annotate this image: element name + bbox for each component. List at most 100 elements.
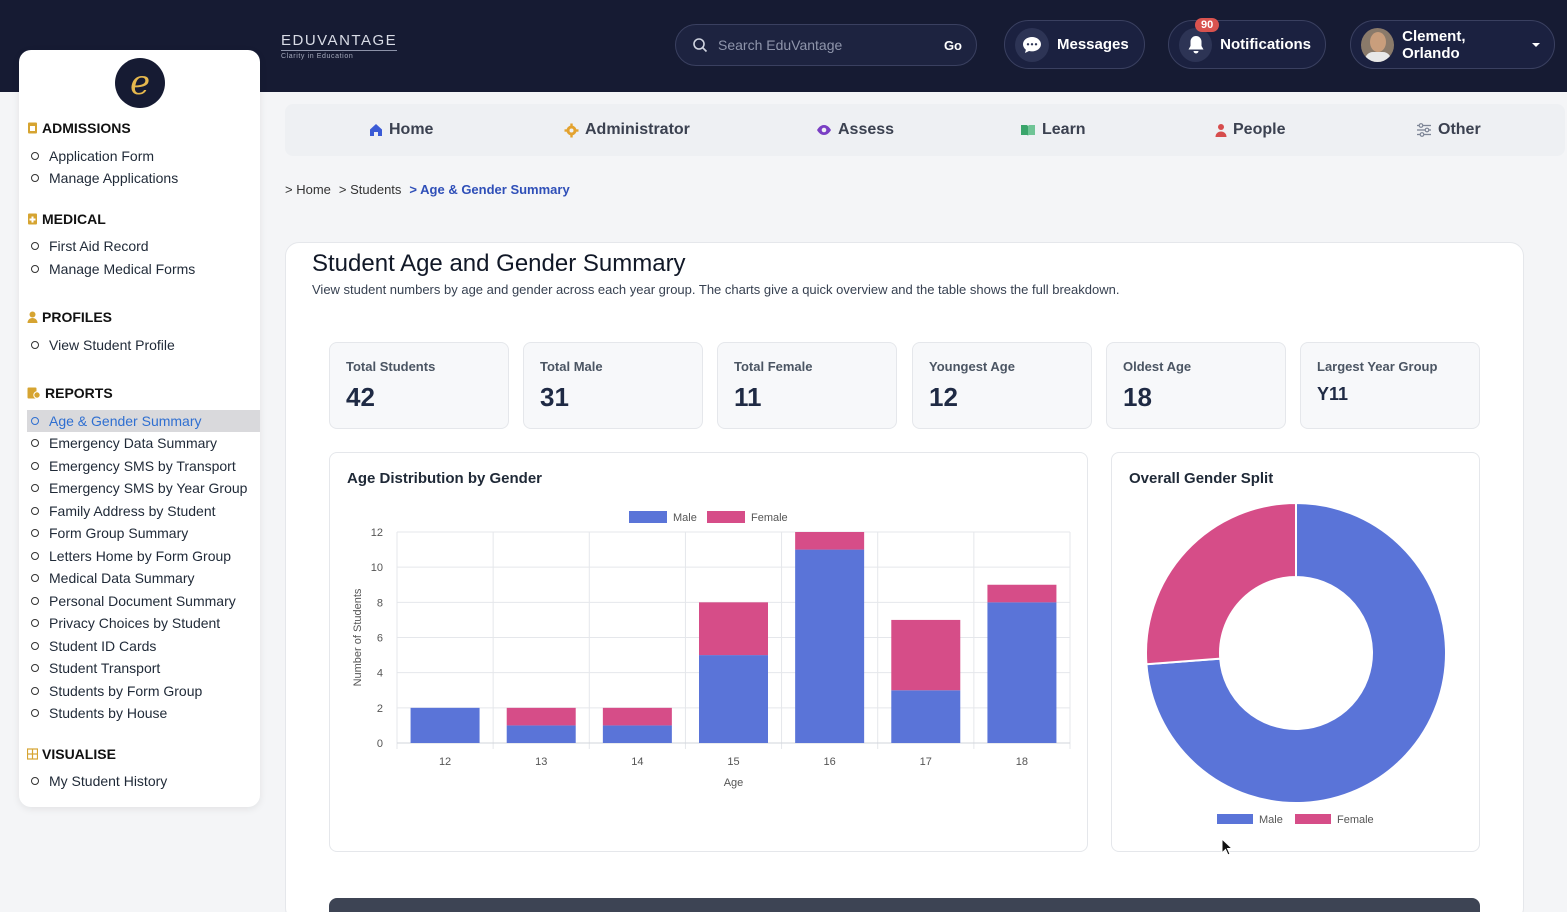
home-icon xyxy=(369,123,383,137)
summary-card: Student Age and Gender Summary View stud… xyxy=(285,242,1524,912)
search-input[interactable] xyxy=(718,37,944,53)
messages-label: Messages xyxy=(1057,36,1129,53)
bar-female-18 xyxy=(987,584,1057,603)
brand-tagline: Clarity in Education xyxy=(281,53,354,60)
stat-youngest-age: Youngest Age 12 xyxy=(912,342,1092,429)
bar-male-17 xyxy=(891,690,961,743)
tab-people[interactable]: People xyxy=(1215,104,1285,156)
sidebar-item-manage-medical-forms[interactable]: Manage Medical Forms xyxy=(27,258,260,280)
gender-split-panel: Overall Gender Split Male Female xyxy=(1111,452,1480,852)
age-distribution-chart: Male Female 0 2 4 6 8 10 12 12 13 14 15 16 17 18 Age Numb… xyxy=(352,511,1071,789)
bar-male-14 xyxy=(602,725,672,743)
tab-other[interactable]: Other xyxy=(1416,104,1481,156)
avatar xyxy=(1361,27,1395,62)
stat-label: Oldest Age xyxy=(1123,359,1192,374)
bar-male-13 xyxy=(506,725,576,743)
sidebar-item-student-transport[interactable]: Student Transport xyxy=(27,657,260,679)
page-subtitle: View student numbers by age and gender a… xyxy=(312,282,1120,297)
sidebar-item-view-student-profile[interactable]: View Student Profile xyxy=(27,334,260,356)
stat-oldest-age: Oldest Age 18 xyxy=(1106,342,1286,429)
breadcrumb-home[interactable]: > Home xyxy=(285,182,331,197)
stat-label: Youngest Age xyxy=(929,359,1015,374)
school-logo[interactable]: e xyxy=(115,58,165,108)
y-tick-label: 8 xyxy=(377,597,383,609)
age-chart-panel: Age Distribution by Gender Male Female 0 2 4… xyxy=(329,452,1088,852)
search-icon xyxy=(693,38,708,53)
stat-value: 11 xyxy=(734,382,762,412)
sidebar-item-form-group-summary[interactable]: Form Group Summary xyxy=(27,522,260,544)
brand-name: EDUVANTAGE xyxy=(281,32,398,51)
tab-learn[interactable]: Learn xyxy=(1020,104,1086,156)
report-icon xyxy=(27,387,41,399)
tab-assess[interactable]: Assess xyxy=(816,104,894,156)
legend-label-female: Female xyxy=(751,512,788,524)
sidebar-item-application-form[interactable]: Application Form xyxy=(27,145,260,167)
bar-male-16 xyxy=(795,549,865,743)
chart-title: Overall Gender Split xyxy=(1129,470,1274,487)
notifications-count-badge: 90 xyxy=(1195,17,1220,32)
stat-label: Largest Year Group xyxy=(1317,359,1438,374)
breadcrumb-current: > Age & Gender Summary xyxy=(409,182,570,197)
eye-icon xyxy=(816,124,832,136)
breadcrumb: > Home > Students > Age & Gender Summary xyxy=(285,182,570,197)
sidebar-item-first-aid-record[interactable]: First Aid Record xyxy=(27,235,260,257)
sliders-icon xyxy=(1416,123,1432,137)
stat-value: 18 xyxy=(1123,382,1152,412)
x-tick-label: 18 xyxy=(1016,756,1028,768)
y-tick-label: 2 xyxy=(377,703,383,715)
main-nav: Home Administrator Assess Learn People O… xyxy=(285,104,1565,156)
sidebar-item-my-student-history[interactable]: My Student History xyxy=(27,770,260,792)
bar-female-17 xyxy=(891,619,961,691)
stat-total-male: Total Male 31 xyxy=(523,342,703,429)
x-tick-label: 15 xyxy=(727,756,739,768)
legend-label-male: Male xyxy=(673,512,697,524)
sidebar-item-medical-data-summary[interactable]: Medical Data Summary xyxy=(27,567,260,589)
legend-swatch-female xyxy=(707,511,745,523)
y-tick-label: 12 xyxy=(371,527,383,539)
sidebar-item-students-by-form-group[interactable]: Students by Form Group xyxy=(27,680,260,702)
x-axis-title: Age xyxy=(724,777,744,789)
tab-administrator[interactable]: Administrator xyxy=(564,104,690,156)
bar-female-13 xyxy=(506,707,576,726)
gear-icon xyxy=(564,123,579,138)
slice-female xyxy=(1145,501,1297,666)
sidebar: e ADMISSIONS Application Form Manage App… xyxy=(19,50,260,807)
book-icon xyxy=(1020,124,1036,137)
sidebar-item-privacy-choices[interactable]: Privacy Choices by Student xyxy=(27,612,260,634)
sidebar-item-student-id-cards[interactable]: Student ID Cards xyxy=(27,635,260,657)
y-tick-label: 10 xyxy=(371,562,383,574)
search-go-button[interactable]: Go xyxy=(943,37,962,53)
breadcrumb-students[interactable]: > Students xyxy=(338,182,402,197)
y-axis-title: Number of Students xyxy=(352,588,364,686)
bar-male-12 xyxy=(410,707,480,743)
chart-title: Age Distribution by Gender xyxy=(347,470,543,487)
user-menu[interactable]: Clement, Orlando xyxy=(1350,20,1555,69)
bar-female-14 xyxy=(602,707,672,726)
sidebar-item-family-address[interactable]: Family Address by Student xyxy=(27,500,260,522)
sidebar-item-students-by-house[interactable]: Students by House xyxy=(27,702,260,724)
top-bar: EDUVANTAGE Clarity in Education Go Messa… xyxy=(0,0,1567,92)
brand-logo[interactable]: EDUVANTAGE Clarity in Education xyxy=(281,32,398,60)
sidebar-item-emergency-data-summary[interactable]: Emergency Data Summary xyxy=(27,432,260,454)
sidebar-item-letters-home[interactable]: Letters Home by Form Group xyxy=(27,545,260,567)
search-bar: Go xyxy=(675,24,977,66)
mouse-cursor-icon xyxy=(1221,838,1233,856)
sidebar-item-age-gender-summary[interactable]: Age & Gender Summary xyxy=(27,410,260,432)
user-icon xyxy=(27,311,38,323)
slice-male xyxy=(1145,501,1447,804)
sidebar-item-manage-applications[interactable]: Manage Applications xyxy=(27,167,260,189)
sidebar-item-personal-document-summary[interactable]: Personal Document Summary xyxy=(27,590,260,612)
x-tick-label: 16 xyxy=(824,756,836,768)
tab-home[interactable]: Home xyxy=(369,104,433,156)
stat-label: Total Male xyxy=(540,359,603,374)
messages-button[interactable]: Messages xyxy=(1004,20,1145,69)
notifications-button[interactable]: 90 Notifications xyxy=(1168,17,1326,69)
notifications-label: Notifications xyxy=(1220,36,1311,53)
gender-split-chart: Male Female xyxy=(1145,501,1447,826)
grid-icon xyxy=(27,748,38,760)
y-tick-label: 0 xyxy=(377,738,383,750)
legend-swatch-male xyxy=(1217,814,1253,824)
bar-male-15 xyxy=(699,655,768,743)
sidebar-item-emergency-sms-transport[interactable]: Emergency SMS by Transport xyxy=(27,455,260,477)
sidebar-item-emergency-sms-year-group[interactable]: Emergency SMS by Year Group xyxy=(27,477,260,499)
